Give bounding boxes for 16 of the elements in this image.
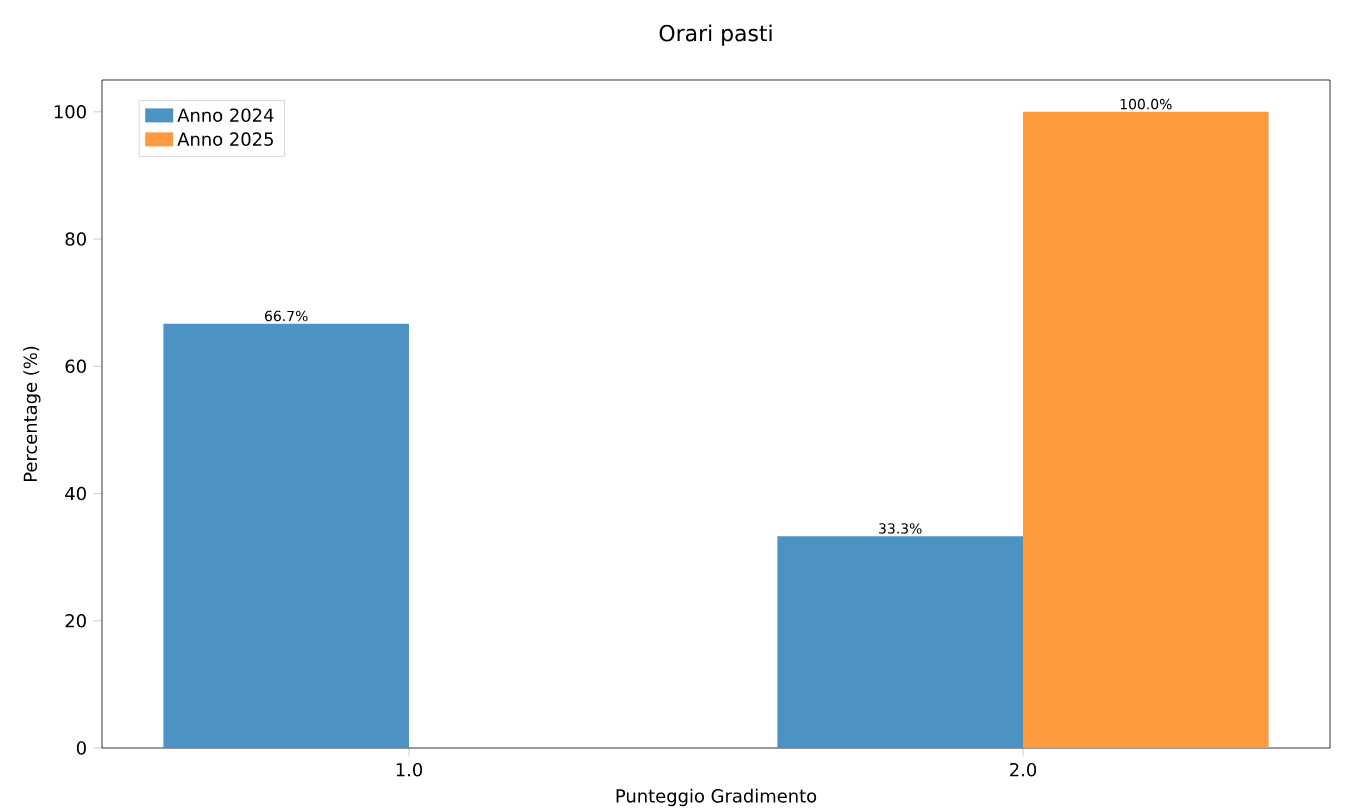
- legend-label: Anno 2025: [177, 132, 273, 146]
- chart-title: Orari pasti: [659, 24, 772, 46]
- y-tick-label: 20: [65, 613, 86, 628]
- bar: [163, 323, 410, 748]
- y-tick-label: 0: [76, 741, 86, 755]
- y-axis-title: Percentage (%): [23, 346, 41, 482]
- y-tick-label: 60: [65, 359, 86, 374]
- y-tick-label: 40: [65, 486, 86, 501]
- bar: [777, 536, 1024, 748]
- y-tick-label: 100: [54, 105, 86, 119]
- y-tick-label: 80: [65, 232, 86, 246]
- x-tick-label: 1.0: [396, 762, 423, 777]
- legend-label: Anno 2024: [177, 108, 274, 122]
- bar: [1023, 111, 1269, 748]
- x-tick-label: 2.0: [1010, 762, 1037, 777]
- x-axis-title: Punteggio Gradimento: [616, 788, 817, 807]
